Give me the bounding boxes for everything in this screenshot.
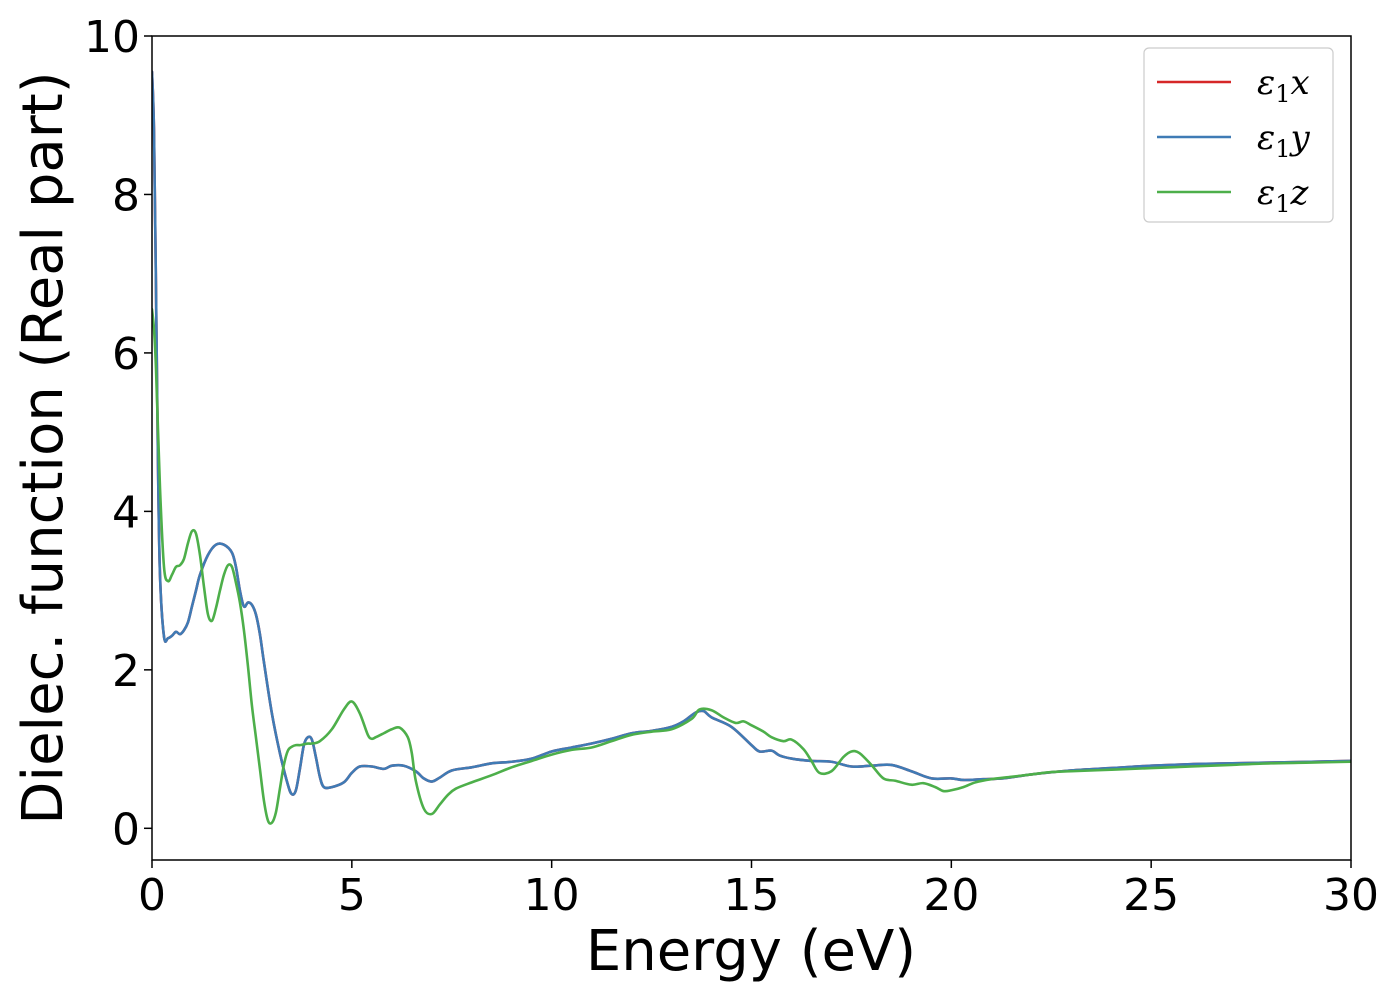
- y-axis: 0 2 4 6 8 10: [84, 12, 152, 855]
- x-tick-label: 15: [724, 870, 780, 921]
- x-tick-label: 10: [524, 870, 580, 921]
- x-axis: 0 5 10 15 20 25 30: [138, 860, 1379, 921]
- series-line-z: [152, 308, 1351, 825]
- y-tick-label: 8: [112, 170, 140, 221]
- x-tick-label: 20: [923, 870, 979, 921]
- legend-component: x: [1291, 63, 1310, 103]
- y-tick-label: 4: [112, 487, 140, 538]
- legend-symbol: ε: [1257, 63, 1275, 103]
- y-tick-label: 10: [84, 12, 140, 63]
- y-tick-label: 2: [112, 646, 140, 697]
- legend-subscript: 1: [1275, 135, 1290, 163]
- x-tick-label: 0: [138, 870, 166, 921]
- legend-frame: [1143, 47, 1334, 223]
- legend-label-y: ε1y: [1257, 118, 1311, 163]
- x-tick-label: 5: [338, 870, 366, 921]
- legend-symbol: ε: [1257, 118, 1275, 158]
- legend-component: z: [1290, 173, 1310, 213]
- y-tick-label: 0: [112, 804, 140, 855]
- legend-component: y: [1289, 118, 1311, 158]
- x-axis-label: Energy (eV): [586, 919, 916, 984]
- legend-subscript: 1: [1275, 80, 1290, 108]
- legend-symbol: ε: [1257, 173, 1275, 213]
- x-tick-label: 30: [1323, 870, 1379, 921]
- legend-label-z: ε1z: [1257, 173, 1310, 218]
- legend-label-x: ε1x: [1257, 63, 1310, 108]
- series-line-y: [152, 70, 1351, 796]
- legend-subscript: 1: [1275, 190, 1290, 218]
- y-axis-label: Dielec. function (Real part): [11, 71, 76, 824]
- y-tick-label: 6: [112, 329, 140, 380]
- series-layer: [152, 70, 1351, 825]
- x-tick-label: 25: [1123, 870, 1179, 921]
